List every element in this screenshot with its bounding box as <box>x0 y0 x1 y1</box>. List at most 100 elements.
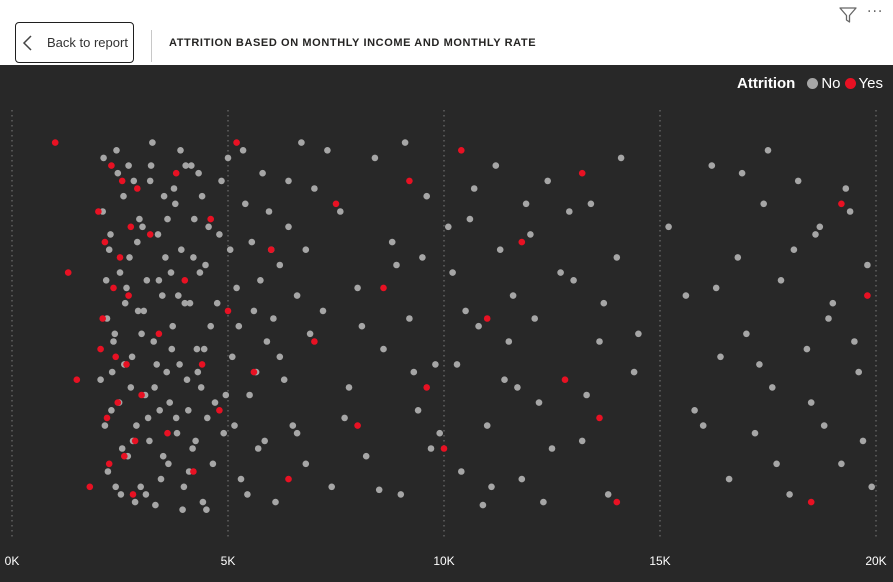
data-point-no[interactable] <box>259 169 266 177</box>
data-point-yes[interactable] <box>207 215 214 223</box>
data-point-no[interactable] <box>125 162 132 169</box>
data-point-yes[interactable] <box>129 491 137 498</box>
data-point-no[interactable] <box>130 177 138 185</box>
data-point-yes[interactable] <box>561 376 569 384</box>
data-point-no[interactable] <box>131 498 139 506</box>
data-point-no[interactable] <box>764 147 772 154</box>
data-point-no[interactable] <box>803 345 811 353</box>
data-point-no[interactable] <box>216 231 223 238</box>
data-point-no[interactable] <box>167 269 175 276</box>
data-point-no[interactable] <box>136 215 143 223</box>
data-point-no[interactable] <box>244 491 251 498</box>
data-point-no[interactable] <box>272 498 279 506</box>
data-point-no[interactable] <box>449 269 456 276</box>
data-point-no[interactable] <box>846 208 854 215</box>
data-point-no[interactable] <box>293 292 301 299</box>
data-point-no[interactable] <box>708 162 716 169</box>
data-point-no[interactable] <box>222 391 230 399</box>
data-point-no[interactable] <box>154 231 162 238</box>
data-point-no[interactable] <box>699 422 707 429</box>
data-point-no[interactable] <box>807 399 815 406</box>
data-point-no[interactable] <box>838 460 845 468</box>
data-point-yes[interactable] <box>86 483 94 491</box>
data-point-no[interactable] <box>302 460 310 468</box>
data-point-no[interactable] <box>410 368 418 376</box>
data-point-no[interactable] <box>162 254 169 261</box>
data-point-no[interactable] <box>509 292 517 299</box>
data-point-no[interactable] <box>578 437 586 445</box>
data-point-yes[interactable] <box>440 445 448 452</box>
data-point-no[interactable] <box>263 338 271 345</box>
data-point-no[interactable] <box>587 200 595 208</box>
data-point-no[interactable] <box>583 391 590 399</box>
data-point-no[interactable] <box>423 192 431 200</box>
data-point-yes[interactable] <box>103 414 111 422</box>
data-point-yes[interactable] <box>95 208 102 215</box>
data-point-no[interactable] <box>475 322 482 330</box>
data-point-no[interactable] <box>254 445 262 452</box>
data-point-no[interactable] <box>427 445 435 452</box>
data-point-no[interactable] <box>354 284 361 292</box>
data-point-yes[interactable] <box>864 292 871 299</box>
data-point-no[interactable] <box>195 169 202 177</box>
data-point-no[interactable] <box>137 483 144 491</box>
data-point-no[interactable] <box>328 483 336 491</box>
data-point-yes[interactable] <box>267 246 275 253</box>
data-point-no[interactable] <box>157 475 165 483</box>
data-point-no[interactable] <box>276 261 284 269</box>
data-point-no[interactable] <box>180 483 188 491</box>
data-point-yes[interactable] <box>233 139 240 146</box>
data-point-no[interactable] <box>544 177 551 185</box>
data-point-no[interactable] <box>522 200 530 208</box>
data-point-no[interactable] <box>172 200 179 208</box>
data-point-no[interactable] <box>120 192 127 200</box>
data-point-no[interactable] <box>126 254 133 261</box>
data-point-no[interactable] <box>248 238 256 246</box>
data-point-no[interactable] <box>197 384 205 391</box>
data-point-no[interactable] <box>777 277 785 284</box>
data-point-yes[interactable] <box>332 200 340 208</box>
data-point-yes[interactable] <box>125 292 132 299</box>
data-point-no[interactable] <box>458 468 465 475</box>
data-point-no[interactable] <box>362 452 370 460</box>
data-point-no[interactable] <box>188 162 195 169</box>
data-point-no[interactable] <box>393 261 400 269</box>
data-point-no[interactable] <box>185 407 192 414</box>
data-point-no[interactable] <box>183 376 191 384</box>
data-point-no[interactable] <box>226 246 234 253</box>
data-point-no[interactable] <box>859 437 867 445</box>
data-point-no[interactable] <box>242 200 249 208</box>
data-point-no[interactable] <box>198 192 206 200</box>
data-point-no[interactable] <box>246 391 253 399</box>
data-point-no[interactable] <box>261 437 269 445</box>
data-point-no[interactable] <box>235 322 243 330</box>
data-point-yes[interactable] <box>51 139 59 146</box>
data-point-no[interactable] <box>518 475 526 483</box>
data-point-no[interactable] <box>812 231 819 238</box>
data-point-yes[interactable] <box>99 315 106 322</box>
back-to-report-button[interactable]: Back to report <box>15 22 134 63</box>
data-point-no[interactable] <box>151 384 158 391</box>
data-point-no[interactable] <box>760 200 767 208</box>
data-point-no[interactable] <box>453 361 461 368</box>
data-point-yes[interactable] <box>578 169 586 177</box>
data-point-no[interactable] <box>142 491 150 498</box>
data-point-no[interactable] <box>146 437 153 445</box>
data-point-yes[interactable] <box>613 498 621 506</box>
data-point-yes[interactable] <box>311 338 318 345</box>
data-point-no[interactable] <box>743 330 750 338</box>
data-point-no[interactable] <box>375 486 383 494</box>
data-point-no[interactable] <box>105 246 113 253</box>
data-point-no[interactable] <box>557 269 564 276</box>
data-point-yes[interactable] <box>354 422 361 429</box>
data-point-no[interactable] <box>570 277 577 284</box>
legend-item-yes[interactable]: Yes <box>844 75 883 92</box>
data-point-no[interactable] <box>113 147 120 154</box>
data-point-yes[interactable] <box>97 345 104 353</box>
data-point-no[interactable] <box>164 215 171 223</box>
data-point-no[interactable] <box>199 498 207 506</box>
data-point-no[interactable] <box>108 368 116 376</box>
data-point-no[interactable] <box>123 284 130 292</box>
data-point-no[interactable] <box>139 223 146 231</box>
data-point-no[interactable] <box>178 246 185 253</box>
